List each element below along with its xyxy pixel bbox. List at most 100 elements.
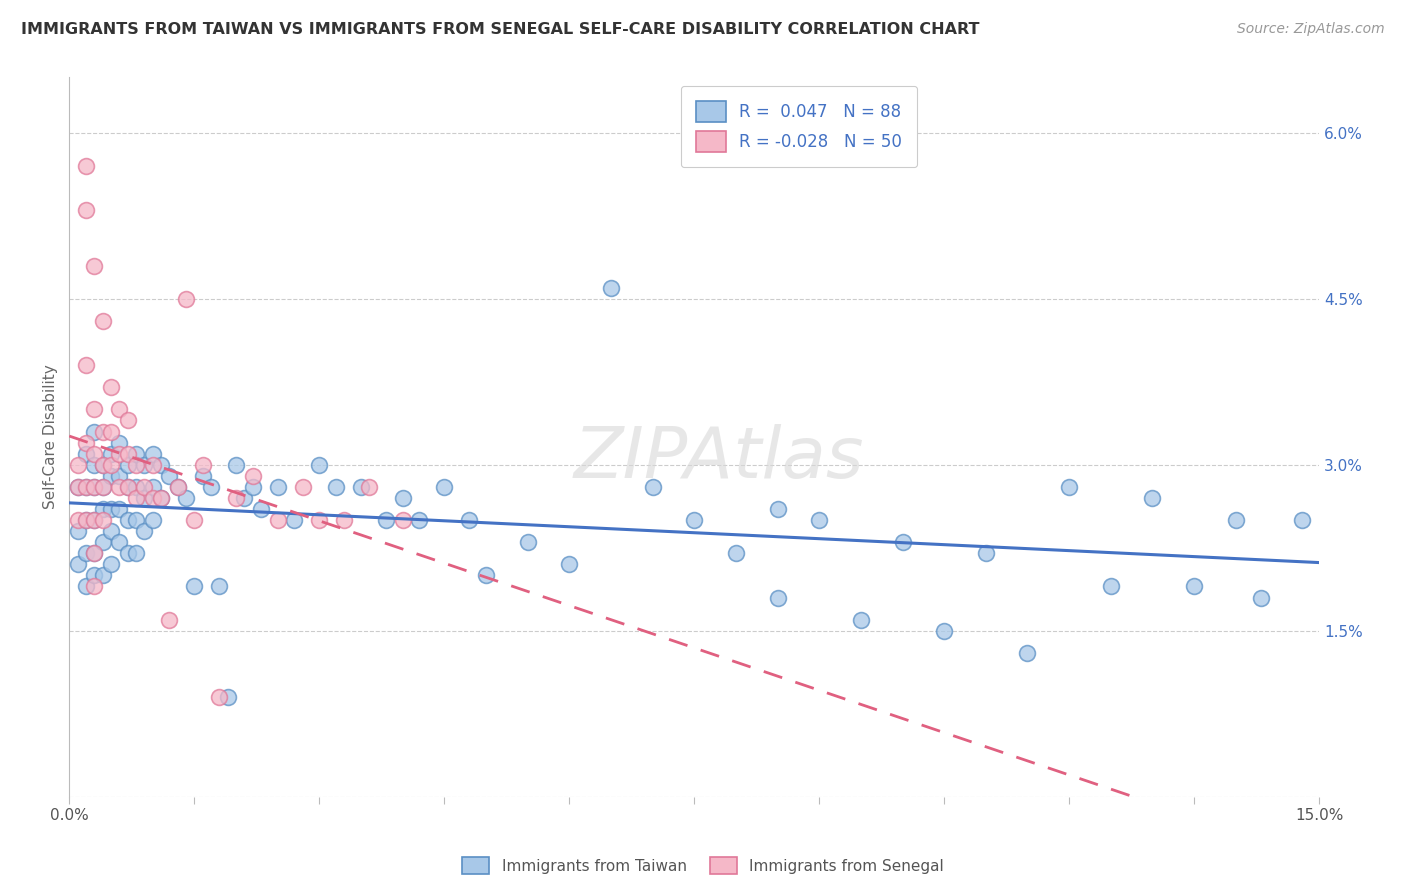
Point [208, 690, 231, 704]
Point [283, 513, 305, 527]
Point [108, 402, 131, 417]
Point [225, 491, 247, 505]
Point [91, 458, 114, 472]
Y-axis label: Self-Care Disability: Self-Care Disability [44, 365, 58, 509]
Point [83, 579, 105, 593]
Point [1099, 579, 1122, 593]
Point [75, 480, 97, 494]
Point [117, 413, 139, 427]
Point [408, 513, 430, 527]
Point [83, 546, 105, 560]
Point [66, 480, 89, 494]
Point [108, 480, 131, 494]
Point [75, 159, 97, 173]
Point [83, 513, 105, 527]
Point [308, 513, 330, 527]
Point [91, 480, 114, 494]
Point [83, 480, 105, 494]
Point [166, 480, 188, 494]
Point [100, 380, 122, 394]
Point [100, 425, 122, 439]
Point [66, 513, 89, 527]
Point [174, 292, 197, 306]
Point [75, 480, 97, 494]
Point [117, 480, 139, 494]
Point [191, 458, 214, 472]
Point [108, 502, 131, 516]
Point [142, 513, 165, 527]
Point [83, 447, 105, 461]
Point [217, 690, 239, 704]
Point [266, 480, 288, 494]
Point [174, 491, 197, 505]
Point [75, 579, 97, 593]
Point [83, 513, 105, 527]
Point [125, 546, 148, 560]
Point [149, 458, 172, 472]
Point [291, 480, 314, 494]
Point [350, 480, 373, 494]
Point [66, 524, 89, 538]
Point [233, 491, 256, 505]
Point [83, 568, 105, 582]
Point [83, 480, 105, 494]
Point [242, 468, 264, 483]
Point [125, 480, 148, 494]
Point [250, 502, 273, 516]
Point [391, 513, 413, 527]
Point [91, 535, 114, 549]
Point [134, 524, 156, 538]
Point [91, 458, 114, 472]
Point [91, 502, 114, 516]
Point [142, 480, 165, 494]
Point [83, 425, 105, 439]
Point [142, 447, 165, 461]
Point [142, 458, 165, 472]
Point [724, 546, 747, 560]
Point [433, 480, 456, 494]
Point [134, 491, 156, 505]
Point [100, 502, 122, 516]
Point [83, 546, 105, 560]
Point [75, 447, 97, 461]
Point [117, 513, 139, 527]
Point [117, 458, 139, 472]
Point [91, 568, 114, 582]
Point [108, 447, 131, 461]
Point [808, 513, 831, 527]
Point [149, 491, 172, 505]
Point [766, 502, 789, 516]
Legend: R =  0.047   N = 88, R = -0.028   N = 50: R = 0.047 N = 88, R = -0.028 N = 50 [681, 86, 917, 167]
Point [66, 558, 89, 572]
Point [458, 513, 481, 527]
Point [1250, 591, 1272, 605]
Point [91, 425, 114, 439]
Point [75, 358, 97, 372]
Point [134, 458, 156, 472]
Point [125, 513, 148, 527]
Point [1182, 579, 1205, 593]
Point [191, 468, 214, 483]
Point [225, 458, 247, 472]
Text: Source: ZipAtlas.com: Source: ZipAtlas.com [1237, 22, 1385, 37]
Legend: Immigrants from Taiwan, Immigrants from Senegal: Immigrants from Taiwan, Immigrants from … [456, 851, 950, 880]
Point [200, 480, 222, 494]
Point [100, 458, 122, 472]
Point [475, 568, 498, 582]
Point [683, 513, 706, 527]
Point [134, 480, 156, 494]
Point [391, 491, 413, 505]
Text: ZIPAtlas: ZIPAtlas [574, 424, 865, 493]
Point [359, 480, 381, 494]
Point [108, 535, 131, 549]
Point [66, 458, 89, 472]
Point [166, 480, 188, 494]
Point [75, 513, 97, 527]
Point [91, 513, 114, 527]
Point [125, 458, 148, 472]
Point [516, 535, 538, 549]
Point [157, 613, 180, 627]
Point [766, 591, 789, 605]
Point [974, 546, 997, 560]
Point [183, 579, 205, 593]
